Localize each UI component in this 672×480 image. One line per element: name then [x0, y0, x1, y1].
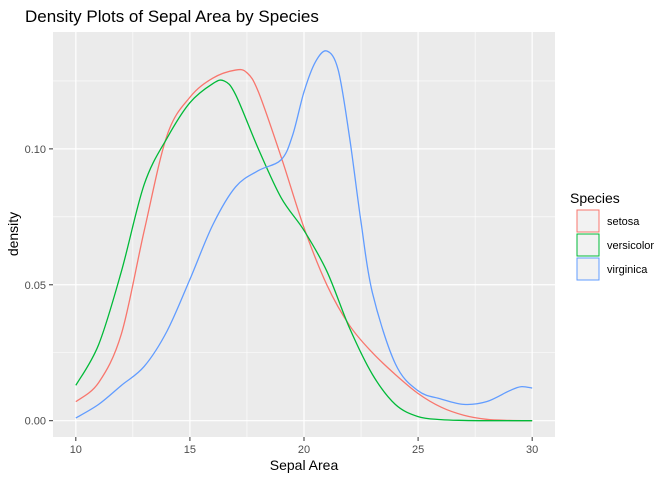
- x-tick-label: 25: [412, 444, 424, 456]
- legend-title: Species: [570, 190, 620, 206]
- y-axis-title: density: [5, 212, 21, 256]
- x-axis-title: Sepal Area: [270, 457, 339, 473]
- x-tick-label: 20: [298, 444, 310, 456]
- y-axis-ticks: 0.00 0.05 0.10: [25, 144, 53, 428]
- legend-label-versicolor: versicolor: [607, 240, 654, 252]
- x-tick-label: 30: [526, 444, 538, 456]
- y-tick-label: 0.05: [25, 280, 46, 292]
- legend: Species setosa versicolor virginica: [570, 190, 654, 281]
- series-line-virginica: [75, 50, 533, 419]
- legend-key-versicolor: [576, 233, 600, 257]
- legend-key-setosa: [576, 209, 600, 233]
- series-line-setosa: [75, 68, 533, 422]
- series-lines: [75, 50, 533, 422]
- chart-title: Density Plots of Sepal Area by Species: [25, 7, 319, 26]
- x-tick-label: 15: [184, 444, 196, 456]
- grid-major: [53, 32, 555, 437]
- legend-label-setosa: setosa: [607, 216, 640, 228]
- y-tick-label: 0.00: [25, 416, 46, 428]
- legend-key-virginica: [576, 257, 600, 281]
- x-axis-ticks: 10 15 20 25 30: [70, 437, 538, 456]
- x-tick-label: 10: [70, 444, 82, 456]
- series-line-versicolor: [75, 79, 533, 422]
- legend-label-virginica: virginica: [607, 264, 648, 276]
- y-tick-label: 0.10: [25, 144, 46, 156]
